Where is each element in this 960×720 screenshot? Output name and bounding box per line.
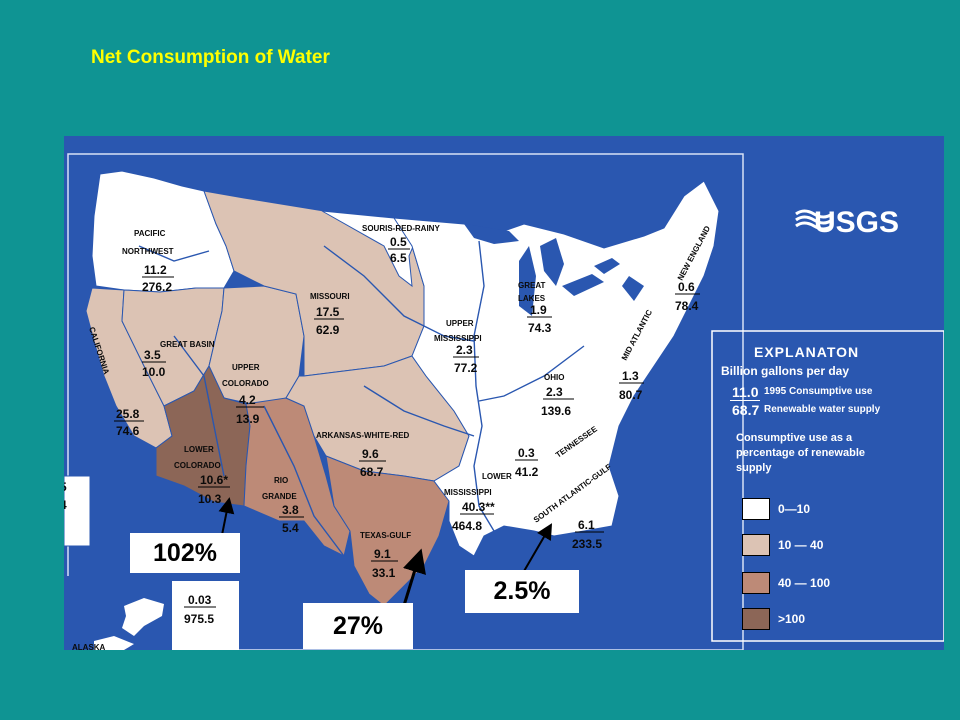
legend-swatch (742, 608, 770, 630)
svg-text:0.6: 0.6 (678, 280, 695, 294)
svg-text:MISSISSIPPI: MISSISSIPPI (444, 488, 492, 497)
legend-label: 40 — 100 (778, 576, 831, 590)
svg-text:SOURIS-RED-RAINY: SOURIS-RED-RAINY (362, 224, 440, 233)
svg-text:74.3: 74.3 (528, 321, 552, 335)
explanation-divider (730, 400, 760, 401)
explanation-pct-heading-3: supply (736, 462, 772, 474)
svg-text:33.1: 33.1 (372, 566, 396, 580)
explanation-sample-supply-label: Renewable water supply (764, 404, 881, 415)
svg-text:0.5: 0.5 (390, 235, 407, 249)
svg-text:9.6: 9.6 (362, 447, 379, 461)
usgs-logo: USGS (795, 206, 899, 239)
explanation-pct-heading-1: Consumptive use as a (736, 432, 853, 444)
svg-text:COLORADO: COLORADO (222, 379, 269, 388)
svg-text:2.3: 2.3 (456, 343, 473, 357)
svg-text:3.8: 3.8 (282, 503, 299, 517)
svg-text:975.5: 975.5 (184, 612, 214, 626)
svg-text:80.7: 80.7 (619, 388, 643, 402)
callout-lower-colorado-percent: 102% (130, 533, 240, 573)
us-landmass (85, 170, 720, 607)
explanation-pct-heading-2: percentage of renewable (736, 447, 865, 459)
svg-text:MISSISSIPPI: MISSISSIPPI (434, 334, 482, 343)
rivers (138, 240, 585, 557)
svg-text:GREAT BASIN: GREAT BASIN (160, 340, 215, 349)
usgs-wordmark: USGS (814, 206, 899, 239)
region-pacific-northwest (91, 170, 235, 293)
hawaii-inset: 5 4 (64, 475, 91, 547)
svg-text:10.0: 10.0 (142, 365, 166, 379)
svg-text:NORTHWEST: NORTHWEST (122, 247, 174, 256)
legend-label: 10 — 40 (778, 538, 824, 552)
svg-text:1.3: 1.3 (622, 369, 639, 383)
svg-text:COLORADO: COLORADO (174, 461, 221, 470)
legend-row-over-100: >100 (742, 608, 805, 630)
svg-text:UPPER: UPPER (446, 319, 474, 328)
explanation-legend (711, 330, 944, 642)
svg-text:41.2: 41.2 (515, 465, 539, 479)
svg-text:1.9: 1.9 (530, 303, 547, 317)
pnw-supply: 276.2 (142, 280, 172, 294)
svg-text:OHIO: OHIO (544, 373, 564, 382)
svg-text:233.5: 233.5 (572, 537, 602, 551)
svg-text:LOWER: LOWER (482, 472, 512, 481)
svg-text:10.6*: 10.6* (200, 473, 228, 487)
svg-text:78.4: 78.4 (675, 299, 699, 313)
explanation-sample-use-label: 1995 Consumptive use (764, 386, 873, 397)
callout-texas-gulf-percent: 27% (303, 603, 413, 649)
svg-text:4.2: 4.2 (239, 393, 256, 407)
callout-south-atlantic-gulf-percent: 2.5% (465, 570, 579, 613)
explanation-units: Billion gallons per day (721, 364, 850, 378)
svg-text:0.03: 0.03 (188, 593, 212, 607)
svg-text:25.8: 25.8 (116, 407, 140, 421)
svg-text:TEXAS-GULF: TEXAS-GULF (360, 531, 411, 540)
legend-swatch (742, 534, 770, 556)
svg-text:5.4: 5.4 (282, 521, 299, 535)
svg-text:ARKANSAS-WHITE-RED: ARKANSAS-WHITE-RED (316, 431, 410, 440)
legend-swatch (742, 572, 770, 594)
svg-text:6.5: 6.5 (390, 251, 407, 265)
svg-text:GRANDE: GRANDE (262, 492, 297, 501)
svg-text:6.1: 6.1 (578, 518, 595, 532)
great-lakes (464, 224, 644, 316)
pnw-use: 11.2 (144, 263, 167, 277)
explanation-heading: EXPLANATON (754, 344, 860, 360)
svg-text:464.8: 464.8 (452, 519, 482, 533)
explanation-sample-supply: 68.7 (732, 402, 760, 418)
legend-label: 0—10 (778, 502, 811, 516)
svg-text:UPPER: UPPER (232, 363, 260, 372)
svg-text:LAKES: LAKES (518, 294, 546, 303)
svg-text:68.7: 68.7 (360, 465, 384, 479)
svg-text:4: 4 (64, 498, 67, 512)
svg-text:2.3: 2.3 (546, 385, 563, 399)
svg-text:RIO: RIO (274, 476, 288, 485)
svg-text:GREAT: GREAT (518, 281, 546, 290)
legend-row-10-40: 10 — 40 (742, 534, 823, 556)
svg-text:17.5: 17.5 (316, 305, 340, 319)
alaska-inset: 0.03 975.5 ALASKA (64, 576, 239, 650)
svg-text:LOWER: LOWER (184, 445, 214, 454)
water-consumption-map: PACIFIC NORTHWEST 11.2 276.2 CALIFORNIA … (64, 136, 944, 650)
region-upper-colorado (208, 285, 305, 407)
svg-text:77.2: 77.2 (454, 361, 478, 375)
legend-row-40-100: 40 — 100 (742, 572, 830, 594)
svg-text:0.3: 0.3 (518, 446, 535, 460)
svg-text:ALASKA: ALASKA (72, 643, 106, 650)
page-title: Net Consumption of Water (91, 47, 330, 68)
svg-text:3.5: 3.5 (144, 348, 161, 362)
svg-text:74.6: 74.6 (116, 424, 140, 438)
svg-text:139.6: 139.6 (541, 404, 571, 418)
legend-row-0-10: 0—10 (742, 498, 810, 520)
svg-text:MISSOURI: MISSOURI (310, 292, 350, 301)
svg-text:40.3**: 40.3** (462, 500, 495, 514)
svg-text:9.1: 9.1 (374, 547, 391, 561)
explanation-sample-use: 11.0 (732, 384, 759, 400)
svg-text:62.9: 62.9 (316, 323, 340, 337)
svg-text:5: 5 (64, 480, 67, 494)
svg-text:13.9: 13.9 (236, 412, 260, 426)
svg-text:10.3: 10.3 (198, 492, 222, 506)
legend-swatch (742, 498, 770, 520)
svg-text:PACIFIC: PACIFIC (134, 229, 166, 238)
legend-label: >100 (778, 612, 806, 626)
